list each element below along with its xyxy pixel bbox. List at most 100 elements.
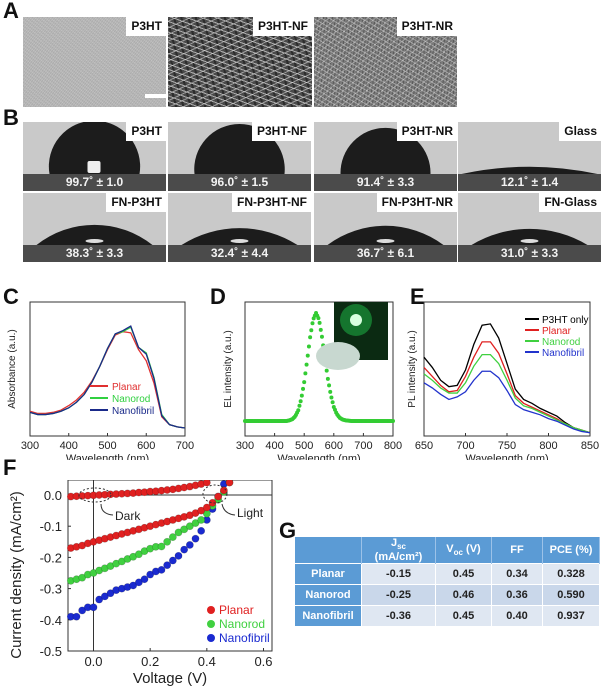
image-tag: FN-P3HT-NR (376, 193, 457, 212)
legend-label: Planar (542, 326, 572, 337)
el-data-point (330, 400, 335, 405)
header-voc: Voc (V) (435, 537, 492, 564)
jv-data-point (157, 542, 166, 551)
el-data-point (308, 335, 313, 340)
contact-angle-value: 31.0˚ ± 3.3 (500, 246, 559, 260)
panel-label-a: A (3, 0, 19, 23)
substrate (23, 174, 166, 191)
series-line-nanofibril (423, 370, 591, 434)
x-tick-label: 700 (176, 440, 194, 452)
cell: 0.45 (435, 563, 492, 585)
jv-data-point (219, 486, 228, 495)
image-tag: FN-P3HT (106, 193, 166, 212)
x-tick-label: 650 (415, 440, 433, 452)
sem-image-p3ht-nr: P3HT-NR (314, 17, 457, 107)
image-tag: Glass (559, 122, 601, 141)
y-axis-label: EL intensity (a.u.) (223, 330, 234, 407)
legend-label: Nanorod (112, 394, 150, 405)
el-data-point (319, 334, 324, 339)
el-data-point (302, 380, 307, 385)
y-tick-label: -0.1 (40, 519, 62, 534)
y-tick-label: -0.4 (40, 613, 62, 628)
el-data-point (309, 328, 314, 333)
y-axis-label: Current density (mA/cm²) (8, 491, 25, 659)
el-data-point (297, 403, 302, 408)
x-tick-label: 600 (325, 440, 343, 452)
series-line-p3ht-only (423, 323, 591, 434)
legend-label: Nanofibril (542, 348, 584, 359)
jv-data-point (185, 541, 194, 549)
plot-frame (244, 301, 394, 437)
cell: 0.937 (542, 605, 600, 627)
x-axis-label: Wavelength (nm) (66, 453, 149, 460)
el-data-point (310, 321, 315, 326)
panel-label-e: E (410, 284, 425, 309)
y-tick-label: -0.3 (40, 582, 62, 597)
el-data-point (304, 362, 309, 367)
x-tick-label: 700 (456, 440, 474, 452)
image-tag: P3HT-NR (396, 17, 457, 36)
jv-data-point (146, 570, 155, 579)
x-tick-label: 500 (98, 440, 116, 452)
legend-label: Planar (112, 382, 142, 393)
contact-angle-image: FN-P3HT-NR 36.7˚ ± 6.1 (314, 193, 457, 262)
contact-angle-image: FN-P3HT-NF 32.4˚ ± 4.4 (168, 193, 311, 262)
droplet-drawing (23, 122, 166, 191)
cell: 0.45 (435, 605, 492, 627)
x-axis-label: Wavelength (nm) (277, 453, 360, 460)
light-annotation: Light (237, 506, 264, 520)
x-tick-label: 0.6 (254, 654, 272, 669)
jv-data-point (168, 556, 177, 565)
sem-image-p3ht-nf: P3HT-NF (168, 17, 312, 107)
y-tick-label: -0.2 (40, 550, 62, 565)
cell: -0.25 (361, 584, 436, 606)
jv-data-point (197, 506, 206, 515)
x-tick-label: 400 (60, 440, 78, 452)
jv-data-point (129, 581, 138, 590)
image-tag: FN-P3HT-NF (232, 193, 311, 212)
dark-highlight-ellipse (78, 487, 112, 503)
el-data-point (325, 376, 330, 381)
jv-data-point (78, 573, 87, 582)
image-tag: P3HT-NF (251, 122, 311, 141)
cell: 0.46 (435, 584, 492, 606)
droplet (471, 228, 588, 245)
droplet-drawing (458, 166, 601, 191)
panel-label-b: B (3, 105, 19, 130)
x-tick-label: 700 (354, 440, 372, 452)
series-line-nanofibril (29, 325, 186, 429)
contact-angle-image: FN-P3HT 38.3˚ ± 3.3 (23, 193, 166, 262)
contact-angle-image: Glass 12.1˚ ± 1.4 (458, 122, 601, 191)
absorbance-chart: 300 400 500 600 700 Wavelength (nm) Absorbance… (7, 301, 194, 460)
droplet-drawing (168, 228, 311, 262)
row-label: Nanofibril (295, 605, 362, 627)
droplet-reflection (376, 239, 395, 243)
droplet (48, 122, 141, 174)
jv-chart: 0.0 -0.1 -0.2 -0.3 -0.4 -0.5 0.0 0.2 0.4 0.6 Volta… (8, 480, 273, 686)
x-tick-label: 850 (581, 440, 599, 452)
droplet (36, 224, 153, 245)
header-empty (295, 537, 362, 564)
image-tag: P3HT (126, 17, 166, 36)
jv-data-point (100, 592, 109, 601)
el-data-point (296, 408, 301, 413)
x-tick-label: 300 (21, 440, 39, 452)
pl-chart: 650 700 750 800 850 Wavelength (nm) PL intensi… (407, 301, 599, 460)
plot-frame (67, 480, 273, 652)
legend-marker (207, 634, 215, 642)
y-axis-label: Absorbance (a.u.) (7, 329, 18, 409)
x-tick-label: 800 (384, 440, 402, 452)
droplet (181, 228, 298, 245)
dark-annotation: Dark (115, 509, 141, 523)
y-tick-label: 0.0 (44, 488, 62, 503)
jv-data-point (174, 528, 183, 537)
substrate (168, 174, 311, 191)
contact-angle-value: 99.7˚ ± 1.0 (65, 175, 124, 189)
inset-photo (316, 302, 388, 370)
el-data-point (391, 419, 395, 423)
droplet (461, 166, 598, 174)
el-data-point (303, 371, 308, 376)
legend-label: Nanorod (542, 337, 580, 348)
cell: 0.328 (542, 563, 600, 585)
droplet-reflection (85, 239, 104, 243)
